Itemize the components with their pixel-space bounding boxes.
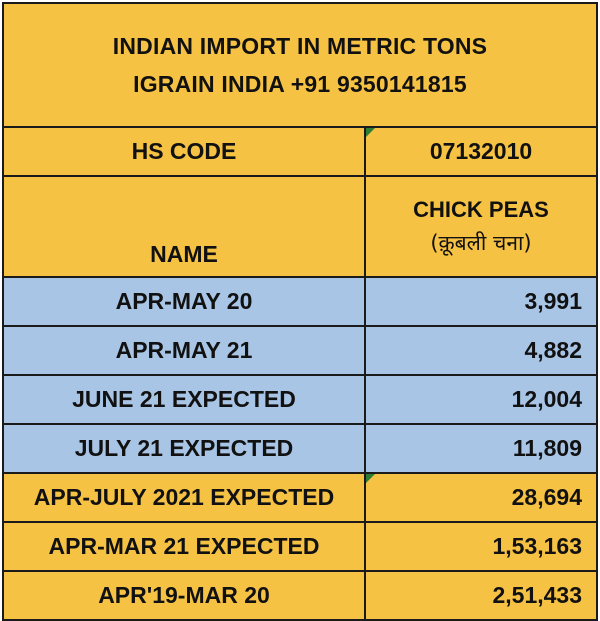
import-quantity[interactable]: 12,004 bbox=[364, 374, 598, 425]
table-row: JULY 21 EXPECTED 11,809 bbox=[2, 423, 598, 474]
import-quantity[interactable]: 3,991 bbox=[364, 276, 598, 327]
import-table: HS CODE 07132010 NAME CHICK PEAS (क़ूबली… bbox=[2, 126, 598, 621]
period-label[interactable]: JUNE 21 EXPECTED bbox=[2, 374, 366, 425]
import-quantity-cell[interactable]: 28,694 bbox=[364, 472, 598, 523]
crop-local-name: (क़ूबली चना) bbox=[430, 230, 532, 255]
period-label[interactable]: APR-MAR 21 EXPECTED bbox=[2, 521, 366, 572]
import-quantity[interactable]: 11,809 bbox=[364, 423, 598, 474]
hs-code-value: 07132010 bbox=[429, 138, 533, 164]
hs-code-value-cell[interactable]: 07132010 bbox=[364, 126, 598, 177]
comment-indicator-icon bbox=[366, 128, 375, 137]
table-row: APR-MAY 21 4,882 bbox=[2, 325, 598, 376]
sheet-title: INDIAN IMPORT IN METRIC TONS bbox=[112, 33, 488, 59]
table-row: JUNE 21 EXPECTED 12,004 bbox=[2, 374, 598, 425]
table-row: APR-MAY 20 3,991 bbox=[2, 276, 598, 327]
import-quantity[interactable]: 1,53,163 bbox=[364, 521, 598, 572]
import-quantity[interactable]: 4,882 bbox=[364, 325, 598, 376]
name-row: NAME CHICK PEAS (क़ूबली चना) bbox=[2, 175, 598, 278]
table-row: APR'19-MAR 20 2,51,433 bbox=[2, 570, 598, 621]
period-label[interactable]: APR-MAY 20 bbox=[2, 276, 366, 327]
table-row: APR-MAR 21 EXPECTED 1,53,163 bbox=[2, 521, 598, 572]
table-row: APR-JULY 2021 EXPECTED 28,694 bbox=[2, 472, 598, 523]
hs-code-label[interactable]: HS CODE bbox=[2, 126, 366, 177]
hs-code-row: HS CODE 07132010 bbox=[2, 126, 598, 177]
crop-name-cell[interactable]: CHICK PEAS (क़ूबली चना) bbox=[364, 175, 598, 278]
period-label[interactable]: APR-MAY 21 bbox=[2, 325, 366, 376]
import-quantity[interactable]: 2,51,433 bbox=[364, 570, 598, 621]
period-label[interactable]: JULY 21 EXPECTED bbox=[2, 423, 366, 474]
name-label[interactable]: NAME bbox=[2, 175, 366, 278]
period-label[interactable]: APR-JULY 2021 EXPECTED bbox=[2, 472, 366, 523]
crop-name: CHICK PEAS bbox=[413, 196, 549, 222]
period-label[interactable]: APR'19-MAR 20 bbox=[2, 570, 366, 621]
sheet-subtitle-contact: IGRAIN INDIA +91 9350141815 bbox=[133, 71, 467, 97]
title-block: INDIAN IMPORT IN METRIC TONS IGRAIN INDI… bbox=[2, 2, 598, 128]
import-quantity: 28,694 bbox=[511, 484, 582, 510]
comment-indicator-icon bbox=[366, 474, 375, 483]
